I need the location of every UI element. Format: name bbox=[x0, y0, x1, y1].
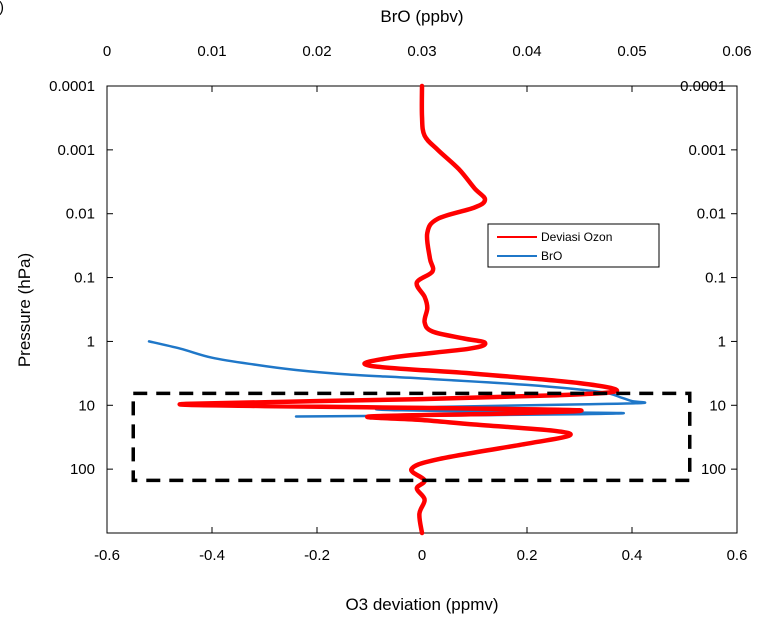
top-tick-label: 0.01 bbox=[197, 43, 226, 60]
top-axis: 0 0.01 0.02 0.03 0.04 0.05 0.06 bbox=[103, 43, 752, 92]
y-tick-label-left: 0.001 bbox=[57, 142, 95, 159]
bottom-tick-label: -0.2 bbox=[304, 547, 330, 564]
y-tick-label-right: 0.01 bbox=[697, 206, 726, 223]
bottom-axis: -0.6 -0.4 -0.2 0 0.2 0.4 0.6 bbox=[94, 527, 747, 564]
bottom-tick-label: -0.6 bbox=[94, 547, 120, 564]
highlight-box-layer bbox=[131, 391, 692, 483]
highlight-box bbox=[131, 391, 692, 483]
y-tick-label-right: 0.001 bbox=[688, 142, 726, 159]
legend-label-deviasi-ozon: Deviasi Ozon bbox=[541, 230, 612, 244]
y-tick-label-left: 0.0001 bbox=[49, 78, 95, 95]
top-tick-label: 0.05 bbox=[617, 43, 646, 60]
legend: Deviasi Ozon BrO bbox=[487, 223, 660, 268]
bottom-tick-label: 0.2 bbox=[517, 547, 538, 564]
y-tick-label-left: 10 bbox=[78, 397, 95, 414]
bottom-tick-label: 0.6 bbox=[727, 547, 748, 564]
y-axis: 0.0001 0.0001 0.001 0.001 0.01 0.01 0.1 0.1 1 1 10… bbox=[49, 78, 737, 478]
y-tick-label-right: 10 bbox=[709, 397, 726, 414]
y-tick-label-right: 100 bbox=[701, 461, 726, 478]
series-layer bbox=[147, 83, 647, 536]
bottom-tick-label: 0 bbox=[418, 547, 426, 564]
series-line-deviasi-ozon bbox=[177, 83, 620, 536]
y-tick-label-left: 0.01 bbox=[66, 206, 95, 223]
y-tick-label-right: 0.1 bbox=[705, 270, 726, 287]
series-line-bro bbox=[147, 340, 647, 418]
top-tick-label: 0.04 bbox=[512, 43, 541, 60]
plot-frame bbox=[106, 85, 738, 534]
top-tick-label: 0 bbox=[103, 43, 111, 60]
bottom-tick-label: -0.4 bbox=[199, 547, 225, 564]
legend-label-bro: BrO bbox=[541, 249, 562, 263]
bottom-axis-title: O3 deviation (ppmv) bbox=[345, 595, 498, 614]
y-tick-label-left: 100 bbox=[70, 461, 95, 478]
top-axis-title: BrO (ppbv) bbox=[380, 7, 463, 26]
y-tick-label-right: 1 bbox=[718, 333, 726, 350]
bottom-tick-label: 0.4 bbox=[622, 547, 643, 564]
legend-box bbox=[487, 223, 660, 268]
y-axis-title: Pressure (hPa) bbox=[15, 253, 34, 367]
top-tick-label: 0.02 bbox=[302, 43, 331, 60]
top-tick-label: 0.03 bbox=[407, 43, 436, 60]
y-tick-label-left: 0.1 bbox=[74, 270, 95, 287]
y-tick-label-left: 1 bbox=[87, 333, 95, 350]
figure-label: ) bbox=[0, 0, 4, 16]
top-tick-label: 0.06 bbox=[722, 43, 751, 60]
y-tick-label-right: 0.0001 bbox=[680, 78, 726, 95]
